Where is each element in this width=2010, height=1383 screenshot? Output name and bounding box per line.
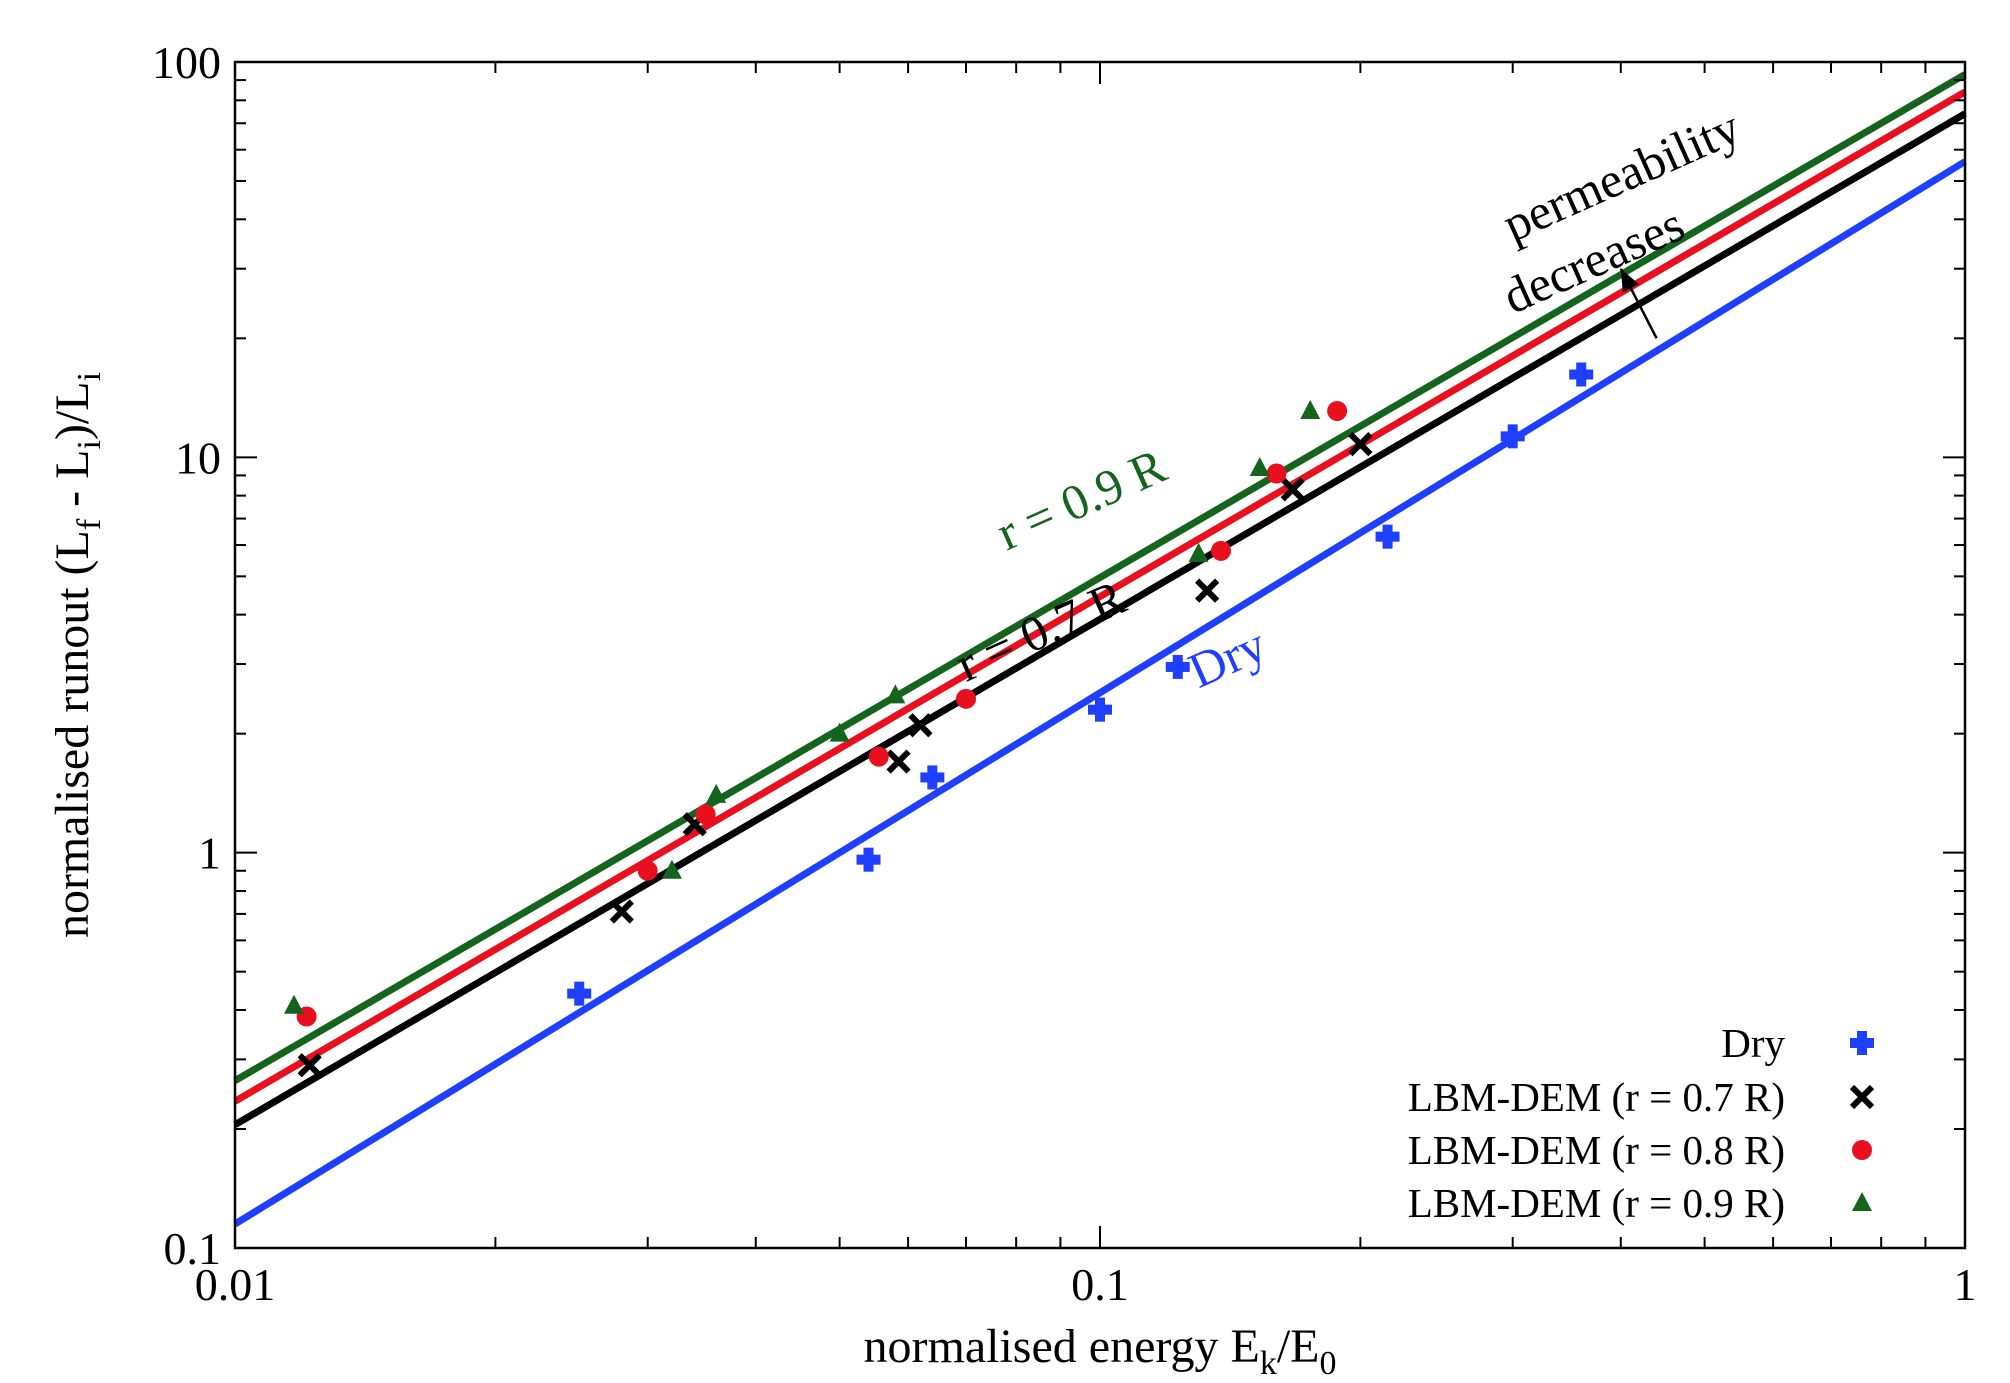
x-axis-label-sub1: k	[1260, 1345, 1277, 1382]
annotation-arrow	[1619, 268, 1658, 339]
legend-markers	[1849, 1031, 1875, 1211]
data-point	[908, 713, 933, 738]
fit-line	[233, 158, 1967, 1227]
x-axis-label-mid: /E	[1277, 1320, 1320, 1373]
data-point	[609, 899, 634, 924]
marker-part	[1095, 697, 1105, 722]
data-point	[567, 981, 592, 1006]
y-tick-label: 1	[198, 828, 221, 879]
marker-part	[1849, 1084, 1875, 1110]
marker-part	[574, 981, 585, 1006]
y-tick-label: 0.1	[164, 1223, 222, 1274]
marker-part	[886, 749, 911, 774]
data-point	[886, 749, 911, 774]
x-tick-label: 0.1	[1071, 1259, 1129, 1310]
x-tick-label: 1	[1954, 1259, 1977, 1310]
y-tick-label: 100	[152, 37, 221, 88]
data-point	[1375, 524, 1400, 549]
data-point	[1569, 362, 1594, 387]
legend-label-dry: Dry	[1721, 1020, 1785, 1066]
data-point	[1210, 540, 1231, 561]
y-axis-label-s2: i	[71, 440, 108, 449]
marker-part	[1382, 524, 1393, 549]
data-point	[1500, 424, 1525, 449]
data-point	[1327, 400, 1348, 421]
data-points	[283, 362, 1594, 1078]
data-point	[706, 783, 727, 803]
y-tick-label: 10	[175, 432, 221, 483]
legend-marker	[1849, 1084, 1875, 1110]
y-axis-label-p3: )/L	[46, 381, 99, 440]
data-point	[1266, 463, 1287, 484]
x-axis-label-sub2: 0	[1319, 1345, 1336, 1382]
fit-line	[233, 110, 1967, 1128]
marker-part	[863, 847, 874, 872]
data-point	[695, 804, 716, 825]
x-axis-label-main: normalised energy E	[864, 1320, 1260, 1373]
data-point	[1300, 399, 1321, 419]
marker-part	[1857, 1031, 1867, 1055]
marker-part	[1576, 362, 1587, 387]
marker-part	[908, 713, 933, 738]
data-point	[297, 1053, 322, 1078]
legend-label-r09: LBM-DEM (r = 0.9 R)	[1408, 1180, 1785, 1226]
data-point	[1188, 542, 1209, 562]
data-point	[1249, 456, 1270, 476]
legend-label-r07: LBM-DEM (r = 0.7 R)	[1408, 1074, 1785, 1120]
data-point	[1195, 578, 1220, 603]
x-axis-label: normalised energy Ek/E0	[864, 1320, 1337, 1382]
data-point	[1165, 654, 1190, 679]
data-point	[1280, 477, 1305, 502]
data-point	[956, 688, 977, 709]
data-point	[856, 847, 881, 872]
data-point	[868, 746, 889, 767]
marker-part	[927, 765, 938, 790]
marker-part	[1172, 654, 1183, 679]
x-tick-label: 0.01	[195, 1259, 276, 1310]
marker-part	[1280, 477, 1305, 502]
legend-marker	[1852, 1140, 1872, 1160]
legend: Dry LBM-DEM (r = 0.7 R) LBM-DEM (r = 0.8…	[1408, 1020, 1875, 1226]
y-axis-label: normalised runout (Lf - Li)/Li	[46, 372, 108, 938]
legend-label-r08: LBM-DEM (r = 0.8 R)	[1408, 1127, 1785, 1173]
data-point	[1088, 697, 1112, 722]
data-point	[661, 859, 682, 879]
y-axis-label-p2: - L	[46, 450, 99, 519]
legend-marker	[1852, 1192, 1872, 1211]
marker-part	[609, 899, 634, 924]
marker-part	[1507, 424, 1518, 449]
data-point	[1348, 431, 1373, 457]
plot-frame	[233, 60, 1967, 1250]
marker-part	[1348, 431, 1373, 457]
y-axis-label-s3: i	[71, 372, 108, 381]
data-point	[885, 684, 906, 704]
y-axis-label-s1: f	[71, 518, 108, 530]
fit-line	[233, 71, 1967, 1084]
data-point	[829, 722, 850, 742]
y-axis-label-p1: normalised runout (L	[46, 530, 99, 938]
data-point	[637, 860, 658, 881]
fit-line	[233, 88, 1967, 1105]
data-point	[920, 765, 945, 790]
data-point	[283, 994, 304, 1014]
marker-part	[1195, 578, 1220, 603]
fit-lines	[233, 71, 1967, 1227]
arrow-head	[1620, 268, 1639, 293]
marker-part	[297, 1053, 322, 1078]
legend-marker	[1850, 1031, 1874, 1055]
